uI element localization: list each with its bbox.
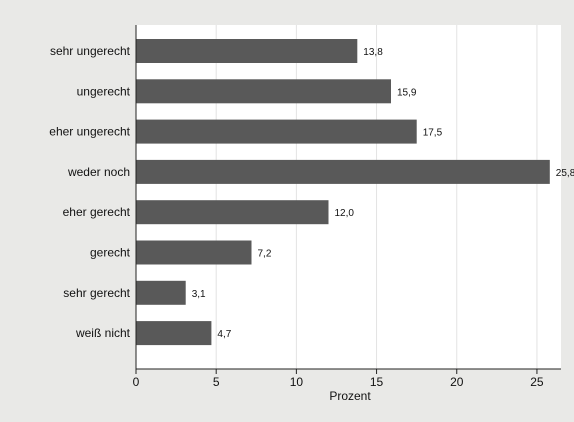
plot-area xyxy=(136,25,561,369)
category-label: ungerecht xyxy=(77,84,131,98)
category-label: sehr gerecht xyxy=(63,286,130,300)
x-tick-label: 25 xyxy=(530,375,544,389)
x-tick-label: 15 xyxy=(370,375,384,389)
x-ticks: 0 5 10 15 20 25 xyxy=(133,369,544,389)
bars-group xyxy=(136,39,550,346)
x-tick-label: 0 xyxy=(133,375,140,389)
category-labels: sehr ungerecht ungerecht eher ungerecht wed… xyxy=(49,44,130,340)
data-label: 13,8 xyxy=(363,47,383,58)
category-label: eher ungerecht xyxy=(49,125,130,139)
data-label: 3,1 xyxy=(192,289,206,300)
category-label: weder noch xyxy=(67,165,130,179)
bar xyxy=(136,79,391,104)
x-tick-label: 5 xyxy=(213,375,220,389)
category-label: sehr ungerecht xyxy=(50,44,131,58)
bar xyxy=(136,39,358,63)
category-label: gerecht xyxy=(90,246,131,260)
data-label: 12,0 xyxy=(335,208,355,219)
data-label: 15,9 xyxy=(397,87,417,98)
category-label: eher gerecht xyxy=(63,205,131,219)
data-label: 7,2 xyxy=(258,249,272,260)
bar xyxy=(136,119,417,144)
x-tick-label: 20 xyxy=(450,375,464,389)
bar xyxy=(136,321,212,346)
data-label: 4,7 xyxy=(217,329,231,340)
bar xyxy=(136,159,550,184)
x-tick-label: 10 xyxy=(290,375,304,389)
bar xyxy=(136,200,329,225)
data-label: 17,5 xyxy=(423,128,443,139)
x-axis-title: Prozent xyxy=(329,389,371,403)
category-label: weiß nicht xyxy=(75,326,131,340)
value-labels: 13,8 15,9 17,5 25,8 12,0 7,2 3,1 4,7 xyxy=(192,47,574,340)
bar xyxy=(136,280,186,305)
bar xyxy=(136,240,252,265)
data-label: 25,8 xyxy=(556,168,574,179)
